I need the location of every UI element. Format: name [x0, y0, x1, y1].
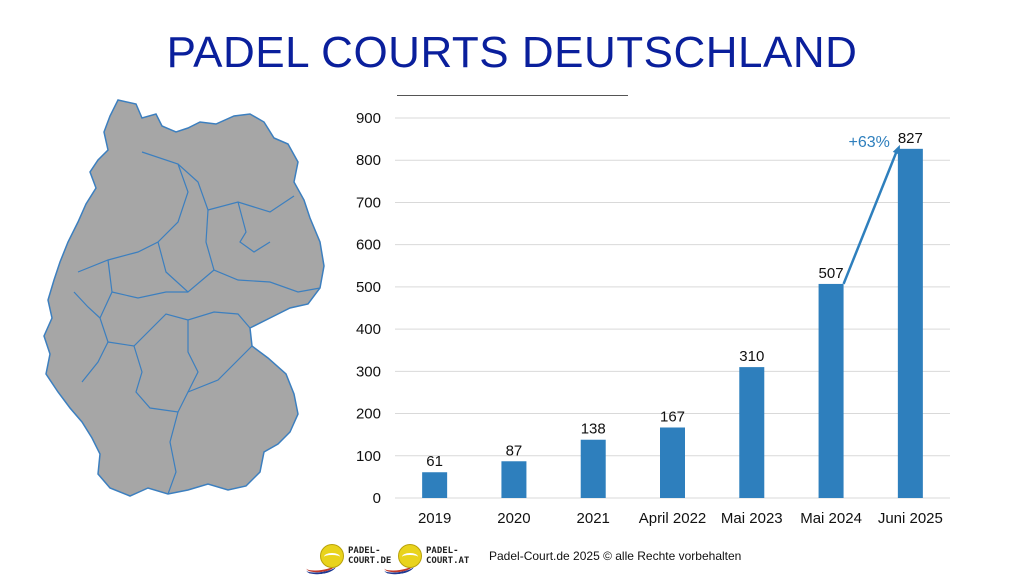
- bar: [580, 439, 606, 498]
- growth-arrow-line: [842, 150, 899, 285]
- bar: [739, 367, 765, 498]
- growth-annotation-label: +63%: [848, 134, 889, 151]
- logo-line1: PADEL-: [348, 546, 381, 556]
- copyright-text: Padel-Court.de 2025 © alle Rechte vorbeh…: [489, 549, 742, 563]
- bars: [422, 148, 923, 499]
- x-tick-label: April 2022: [639, 510, 707, 527]
- y-tick-label: 200: [356, 406, 381, 423]
- growth-annotation: +63%: [842, 134, 901, 285]
- data-label: 138: [581, 421, 606, 438]
- y-tick-label: 800: [356, 152, 381, 169]
- x-tick-label: 2019: [418, 510, 451, 527]
- x-tick-label: 2021: [577, 510, 610, 527]
- state-borders: [73, 151, 321, 495]
- y-tick-label: 100: [356, 448, 381, 465]
- logo-line2: COURT.DE: [348, 556, 392, 566]
- y-tick-label: 600: [356, 237, 381, 254]
- bar: [818, 283, 844, 498]
- bar: [897, 148, 923, 499]
- data-label: 827: [898, 130, 923, 147]
- logo-line2: COURT.AT: [426, 556, 470, 566]
- bar-chart: 0 100 200 300 400 500 600 700 800 900 61 87 138 167 3…: [356, 110, 950, 527]
- growth-arrow-head: [892, 144, 901, 155]
- x-tick-label: 2020: [497, 510, 530, 527]
- y-tick-label: 300: [356, 363, 381, 380]
- bar: [501, 461, 527, 498]
- y-tick-label: 700: [356, 194, 381, 211]
- x-axis-ticks: 2019 2020 2021 April 2022 Mai 2023 Mai 2024 Ju…: [418, 510, 943, 527]
- padel-court-at-logo: PADEL- COURT.AT: [383, 544, 474, 577]
- bar: [660, 427, 685, 498]
- x-tick-label: Juni 2025: [878, 510, 943, 527]
- y-tick-label: 900: [356, 110, 381, 127]
- x-tick-label: Mai 2023: [721, 510, 783, 527]
- footer: PADEL- COURT.DE PADEL- COURT.AT Padel-Co…: [296, 538, 756, 578]
- germany-outline: [43, 99, 325, 497]
- data-label: 87: [506, 442, 523, 459]
- data-label: 167: [660, 408, 685, 425]
- y-tick-label: 0: [373, 490, 381, 507]
- y-axis-ticks: 0 100 200 300 400 500 600 700 800 900: [356, 110, 381, 507]
- x-tick-label: Mai 2024: [800, 510, 862, 527]
- page-title: PADEL COURTS DEUTSCHLAND: [166, 28, 858, 77]
- bar: [422, 472, 448, 498]
- logo-line1: PADEL-: [426, 546, 459, 556]
- data-label: 61: [426, 453, 443, 470]
- title-underline: [397, 95, 628, 96]
- padel-court-de-logo: PADEL- COURT.DE: [305, 544, 396, 577]
- y-tick-label: 400: [356, 321, 381, 338]
- data-label: 310: [739, 348, 764, 365]
- y-tick-label: 500: [356, 279, 381, 296]
- data-label: 507: [819, 265, 844, 282]
- germany-map: [43, 99, 325, 497]
- data-labels: 61 87 138 167 310 507 827: [426, 130, 923, 470]
